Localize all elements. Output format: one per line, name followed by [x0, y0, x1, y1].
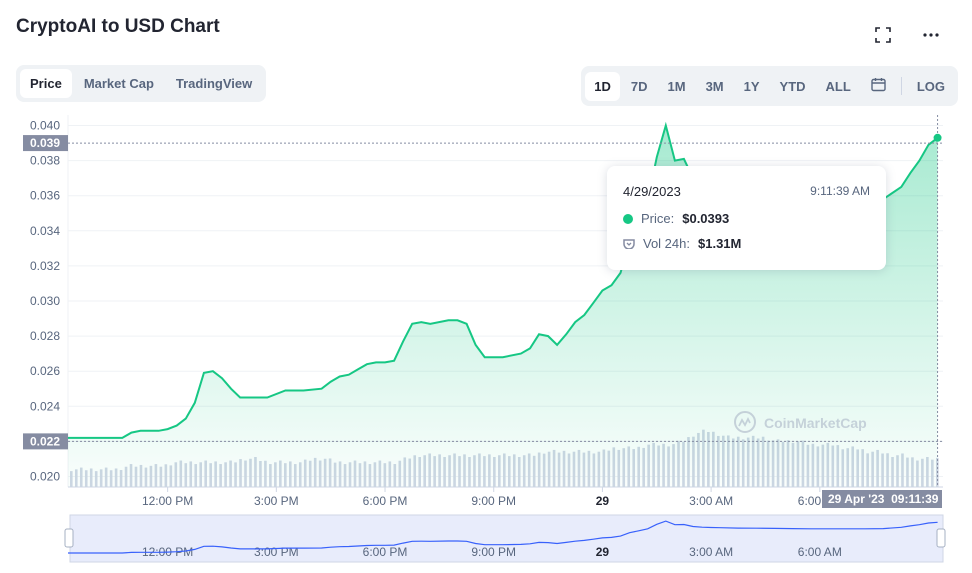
y-tick-label: 0.020 [30, 469, 60, 483]
volume-icon [623, 238, 635, 249]
price-tooltip: 4/29/2023 9:11:39 AM Price: $0.0393 Vol … [607, 166, 886, 270]
range-ytd[interactable]: YTD [779, 78, 806, 94]
watermark-text: CoinMarketCap [764, 415, 867, 431]
x-tick-label: 9:00 PM [471, 494, 516, 508]
x-tick-label: 3:00 PM [254, 494, 299, 508]
tab-tradingview[interactable]: TradingView [175, 76, 253, 91]
x-tick-label: 29 [596, 494, 610, 508]
tooltip-time: 9:11:39 AM [810, 184, 870, 198]
y-tick-label: 0.026 [30, 364, 60, 378]
low-price-text: 0.022 [30, 434, 60, 448]
y-tick-label: 0.036 [30, 189, 60, 203]
range-3m[interactable]: 3M [705, 78, 724, 94]
low-price-label [23, 433, 68, 450]
navigator-line [68, 520, 938, 554]
tab-market-cap[interactable]: Market Cap [83, 76, 154, 91]
x-tick-label: 12:00 PM [142, 494, 193, 508]
page-title: CryptoAI to USD Chart [16, 16, 220, 37]
y-tick-label: 0.028 [30, 329, 60, 343]
y-tick-label: 0.030 [30, 294, 60, 308]
navigator-tick-label: 9:00 PM [471, 545, 516, 559]
navigator-tick-label: 3:00 AM [689, 545, 733, 559]
range-1m[interactable]: 1M [667, 78, 686, 94]
tooltip-date: 4/29/2023 [623, 184, 681, 199]
crosshair: 0.039 0.022 29 Apr '23 09:11:39 [23, 115, 943, 508]
navigator-right-handle[interactable] [936, 528, 946, 548]
time-range-tabs: 1D 7D 1M 3M 1Y YTD ALL LOG [581, 66, 958, 106]
watermark: CoinMarketCap [734, 411, 867, 433]
range-1y[interactable]: 1Y [743, 78, 760, 94]
dot-icon [623, 213, 633, 224]
navigator[interactable]: 12:00 PM 3:00 PM 6:00 PM 9:00 PM 29 3:00 AM 6:… [64, 514, 946, 563]
y-tick-label: 0.040 [30, 119, 60, 133]
tooltip-price-row: Price: $0.0393 [623, 211, 729, 226]
tooltip-volume-value: $1.31M [698, 236, 742, 251]
range-1d[interactable]: 1D [585, 71, 620, 101]
y-tick-label: 0.024 [30, 399, 60, 413]
chart-type-tabs: Price Market Cap TradingView [16, 65, 267, 102]
tooltip-price-value: $0.0393 [682, 211, 730, 226]
coinmarketcap-logo-icon [734, 411, 756, 433]
chart-actions [870, 22, 944, 48]
navigator-tick-label: 6:00 AM [798, 545, 842, 559]
tab-price[interactable]: Price [20, 69, 72, 98]
tooltip-volume-label: Vol 24h: [643, 236, 690, 251]
tooltip-price-label: Price: [641, 211, 675, 226]
range-all[interactable]: ALL [825, 78, 851, 94]
navigator-tick-label: 3:00 PM [254, 545, 299, 559]
y-tick-label: 0.034 [30, 224, 60, 238]
navigator-tick-label: 6:00 PM [363, 545, 408, 559]
navigator-tick-label: 29 [596, 545, 610, 559]
x-tick-label: 3:00 AM [689, 494, 733, 508]
more-icon[interactable] [918, 22, 944, 48]
calendar-icon[interactable] [862, 70, 895, 102]
y-axis: 0.040 0.038 0.036 0.034 0.032 0.030 0.028 0.026… [30, 119, 60, 484]
tooltip-volume-row: Vol 24h: $1.31M [623, 236, 741, 251]
crosshair-price-label [23, 135, 68, 152]
log-scale-toggle[interactable]: LOG [916, 78, 945, 94]
navigator-left-handle[interactable] [64, 528, 74, 548]
crosshair-price-text: 0.039 [30, 136, 60, 150]
range-divider [900, 77, 902, 95]
crosshair-time-label [822, 490, 942, 508]
crosshair-time-text: 29 Apr '23 09:11:39 [828, 492, 939, 506]
current-price-dot [933, 133, 942, 142]
y-tick-label: 0.032 [30, 259, 60, 273]
x-axis: 12:00 PM 3:00 PM 6:00 PM 9:00 PM 29 3:00 AM 6:… [142, 487, 842, 508]
range-7d[interactable]: 7D [630, 78, 648, 94]
x-tick-label: 6:00 PM [363, 494, 408, 508]
y-tick-label: 0.038 [30, 154, 60, 168]
fullscreen-icon[interactable] [870, 22, 896, 48]
